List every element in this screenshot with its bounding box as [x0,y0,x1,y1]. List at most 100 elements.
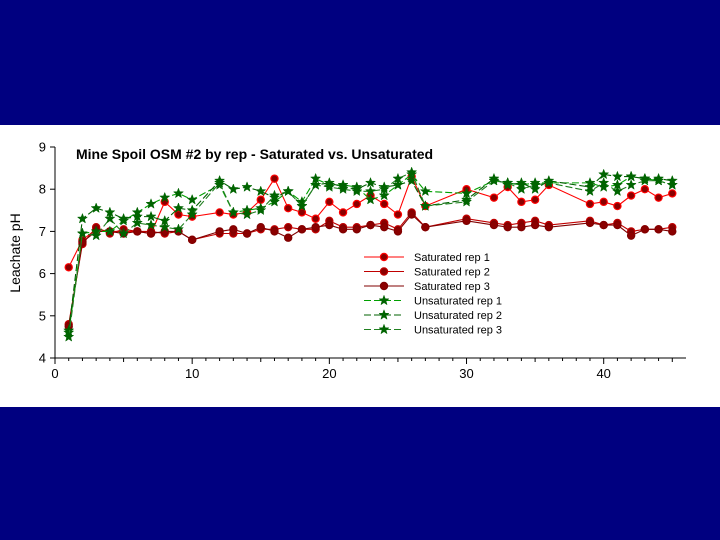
data-point [145,219,157,230]
data-point [338,225,348,234]
data-point [529,179,541,190]
data-point [489,193,499,202]
data-point [351,185,363,197]
data-point [652,174,665,186]
y-tick-label: 5 [39,308,46,323]
data-point [380,199,389,209]
data-point [626,231,636,240]
data-point [613,220,622,230]
y-tick-label: 7 [39,224,46,239]
data-point [393,227,403,236]
data-point [599,197,608,207]
data-point [297,208,307,217]
data-point [406,174,418,186]
legend-item: Saturated rep 2 [364,267,490,279]
data-point [530,220,540,230]
data-point [378,183,390,194]
data-point [76,227,89,239]
x-tick-label: 20 [322,366,336,381]
legend-marker [379,281,389,291]
data-point [255,204,267,216]
data-point [104,212,116,224]
data-point [352,225,361,234]
data-point [213,176,226,188]
chart-legend: Saturated rep 1 Saturated rep 2 Saturated … [364,252,502,337]
data-point [133,227,142,236]
data-point [517,222,526,232]
data-point [380,222,389,232]
data-point [186,193,198,205]
data-point [517,197,526,207]
data-point [63,330,75,342]
data-point [352,199,361,209]
legend-label: Saturated rep 1 [414,252,490,264]
y-tick-label: 6 [39,266,46,281]
data-point [407,210,416,219]
data-point [668,227,677,236]
series-line [68,171,673,337]
legend-item: Unsaturated rep 3 [364,323,502,337]
data-point [145,198,157,209]
data-point [241,208,253,220]
series-layer [63,166,678,342]
data-point [503,222,512,232]
data-point [215,227,224,236]
data-point [256,195,265,204]
data-point [131,217,143,228]
data-point [613,201,622,211]
legend-item: Unsaturated rep 2 [364,309,502,322]
data-point [104,225,116,237]
data-point [187,235,197,245]
data-point [625,170,637,182]
data-point [611,185,624,197]
legend-label: Unsaturated rep 2 [414,310,502,322]
data-point [215,208,224,217]
data-point [172,187,185,199]
legend-marker [378,323,390,335]
data-point [584,185,596,197]
data-point [460,195,473,207]
data-point [117,212,130,224]
data-point [323,181,335,192]
data-point [419,185,431,197]
data-point [297,225,307,234]
data-point [283,233,293,242]
data-point [337,183,349,194]
y-tick-label: 8 [39,182,46,197]
legend-marker [379,252,389,262]
data-point [241,181,253,192]
data-point [242,229,252,238]
data-point [186,208,198,220]
data-point [270,174,279,183]
x-tick-label: 0 [51,366,58,381]
data-point [117,227,130,239]
legend-label: Unsaturated rep 1 [414,296,502,308]
series-line [68,213,673,327]
data-point [282,185,294,197]
data-point [489,220,499,230]
data-point [393,210,403,219]
chart-title: Mine Spoil OSM #2 by rep - Saturated vs.… [76,146,433,162]
data-point [625,179,637,190]
chart-svg: 4 5 6 7 8 9 0 10 20 30 40 Mine Spoil OSM #2 by rep… [7,140,686,381]
x-tick-label: 30 [459,366,473,381]
data-point [159,221,171,232]
series-3 [64,210,677,331]
legend-marker [378,309,390,320]
data-point [270,227,279,236]
data-point [325,197,334,207]
chart-axes: 4 5 6 7 8 9 0 10 20 30 40 [39,140,686,381]
chart-panel: 4 5 6 7 8 9 0 10 20 30 40 Mine Spoil OSM #2 by rep… [0,125,720,407]
data-point [364,193,377,205]
data-point [256,222,265,232]
data-point [544,222,554,232]
legend-item: Saturated rep 3 [364,281,490,293]
x-tick-label: 10 [185,366,199,381]
data-point [654,193,663,202]
data-point [310,179,322,190]
data-point [543,176,555,188]
data-point [585,218,595,228]
data-point [488,174,500,186]
data-point [90,202,102,213]
data-point [296,200,308,211]
